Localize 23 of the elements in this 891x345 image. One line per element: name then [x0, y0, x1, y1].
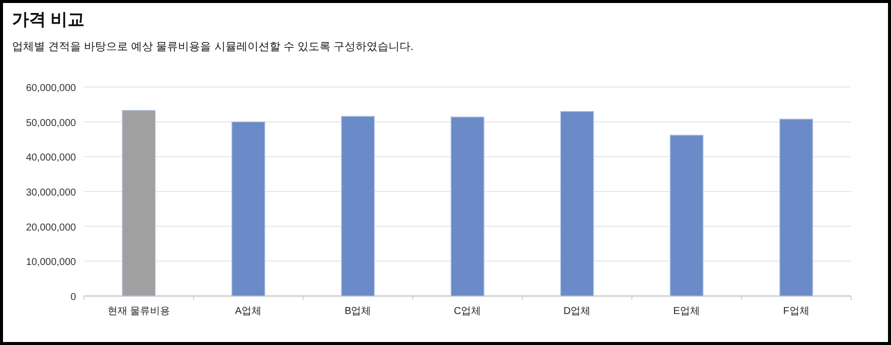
x-tick-label: F업체 [783, 306, 810, 317]
chart-title: 가격 비교 [12, 10, 85, 29]
chart-subtitle: 업체별 견적을 바탕으로 예상 물류비용을 시뮬레이션할 수 있도록 구성하였습니다. [12, 41, 414, 53]
bar [122, 110, 156, 296]
x-tick-label: E업체 [673, 306, 700, 317]
x-tick-label: 현재 물류비용 [107, 306, 170, 317]
y-tick-label: 20,000,000 [26, 222, 76, 234]
y-tick-label: 30,000,000 [26, 188, 76, 198]
x-tick-label: B업체 [344, 306, 372, 317]
bar [779, 118, 814, 296]
y-tick-label: 10,000,000 [26, 257, 76, 268]
bar [341, 116, 375, 296]
x-tick-label: A업체 [235, 306, 262, 317]
y-tick-label: 50,000,000 [26, 118, 76, 129]
bar [231, 121, 266, 296]
y-tick-label: 60,000,000 [26, 83, 76, 94]
bar [450, 116, 484, 296]
bar [670, 134, 704, 296]
x-tick-label: D업체 [563, 306, 591, 317]
bar [560, 110, 594, 296]
x-tick-label: C업체 [454, 306, 482, 317]
y-tick-label: 40,000,000 [26, 152, 76, 164]
y-tick-label: 0 [70, 292, 76, 303]
